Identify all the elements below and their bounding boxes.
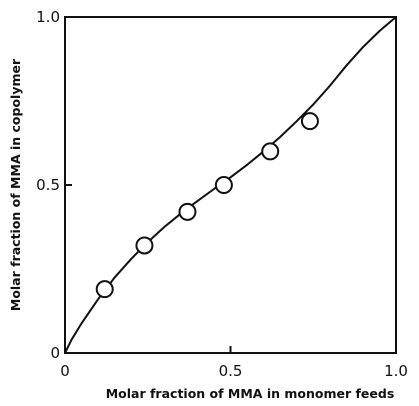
x-tick-label-2: 1.0 [384,362,408,380]
y-tick-label-0: 0 [50,344,60,362]
data-point [178,202,197,221]
y-tick-label-2: 1.0 [36,8,60,26]
x-tick-label-1: 0.5 [219,362,243,380]
data-point [261,142,280,161]
data-point [214,176,233,194]
y-tick-label-1: 0.5 [36,176,60,194]
data-points [95,112,319,299]
x-axis-label: Molar fraction of MMA in monomer feeds [106,386,395,401]
x-tick-label-0: 0 [60,362,70,380]
data-point [95,280,114,299]
y-axis-label: Molar fraction of MMA in copolymer [8,58,23,311]
data-point [135,236,154,255]
data-point [300,112,319,131]
tick-group [64,16,397,354]
tick-label-group: 0 0.5 1.0 0 0.5 1.0 [36,8,408,380]
